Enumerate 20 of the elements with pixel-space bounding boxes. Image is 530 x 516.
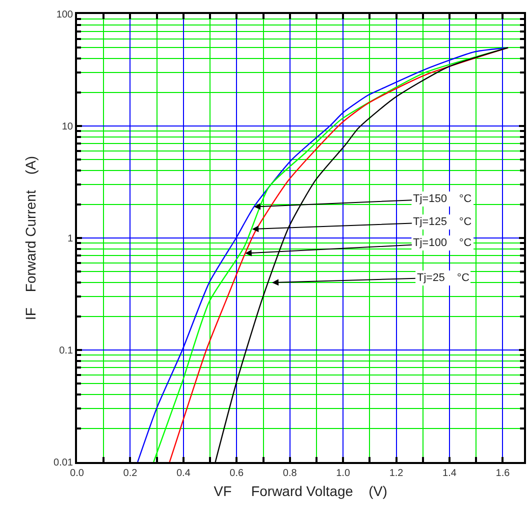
y-tick-label: 0.1 [59,346,74,356]
annotation: Tj=100 °C [413,237,472,249]
annotation: Tj=25 °C [417,272,470,284]
y-tick-label: 0.01 [54,458,74,468]
x-tick-label: 1.6 [496,468,510,479]
annotation: Tj=150 °C [413,193,472,205]
x-tick-label: 1.2 [389,468,404,479]
x-tick-label: 0.8 [282,468,298,479]
text: 0.0 [70,468,84,479]
y-axis-title: IF Forward Current (A) [22,156,39,320]
annotation: Tj=125 °C [413,216,472,228]
x-tick-label: 1.4 [442,468,457,479]
y-tick-label: 100 [56,10,74,20]
x-tick-label: 0.6 [230,468,244,479]
y-tick-label: 1 [67,234,74,244]
x-tick-label: 0.2 [123,468,138,479]
x-axis-title: VF Forward Voltage (V) [214,482,388,499]
y-tick-label: 10 [62,122,74,132]
x-tick-label: 1.0 [336,468,350,479]
x-tick-label: 0.4 [176,468,191,479]
